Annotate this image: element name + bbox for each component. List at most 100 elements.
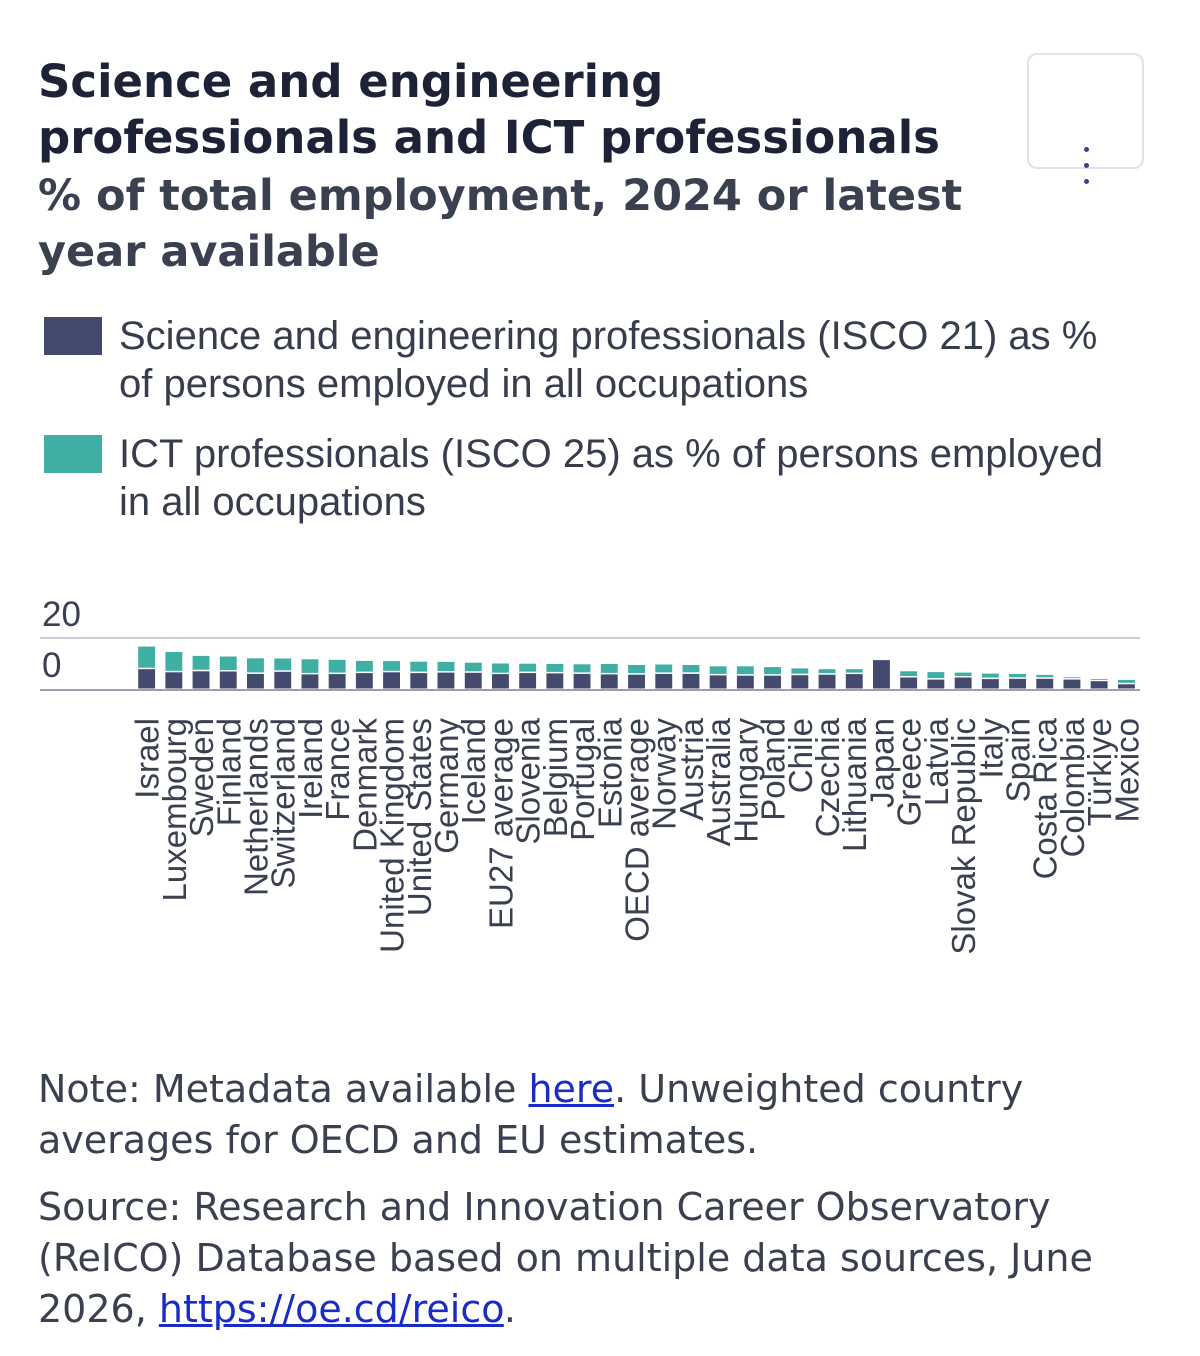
bar-science [981, 679, 999, 689]
x-tick-label: Sweden [183, 718, 220, 837]
bar-science [709, 675, 727, 689]
x-tick-label: Australia [700, 717, 737, 846]
bar-ict [1090, 679, 1108, 680]
x-tick-label: Poland [755, 718, 792, 821]
note-text-end: . Unweighted country averages for OECD a… [38, 1067, 1024, 1162]
bar-ict [1118, 679, 1135, 683]
bar-ict [464, 662, 482, 672]
bar-science [464, 672, 482, 689]
x-tick-label: Japan [863, 718, 900, 808]
x-tick-label: Austria [673, 717, 710, 820]
x-tick-label: Chile [782, 718, 819, 793]
x-tick-label: Iceland [455, 718, 492, 824]
bar-science [791, 675, 809, 689]
x-tick-label: Mexico [1108, 718, 1145, 823]
bar-science [1063, 679, 1081, 689]
metadata-link[interactable]: here [528, 1067, 615, 1111]
bar-ict [192, 655, 210, 670]
x-tick-label: Slovenia [510, 717, 547, 844]
legend-item-science[interactable]: Science and engineering professionals (I… [44, 312, 1144, 408]
bar-ict [410, 661, 428, 672]
bar-ict [927, 672, 945, 679]
legend-swatch-ict [44, 435, 102, 473]
x-tick-label: Estonia [591, 717, 628, 828]
x-tick-label: Spain [1000, 718, 1037, 802]
x-tick-label: Belgium [537, 718, 574, 837]
bar-science [492, 674, 509, 689]
bar-science [736, 675, 754, 689]
chart-source: Source: Research and Innovation Career O… [38, 1182, 1168, 1335]
bar-science [519, 673, 537, 689]
bar-ict [328, 659, 346, 673]
bar-science [219, 671, 237, 689]
x-tick-label: Türkiye [1081, 718, 1118, 826]
bar-science [301, 674, 319, 689]
x-tick-label: Denmark [346, 718, 383, 852]
bar-science [328, 674, 346, 689]
x-tick-label: EU27 average [482, 718, 519, 929]
bar-science [818, 674, 836, 689]
bar-science [437, 672, 455, 689]
x-tick-label: France [319, 718, 356, 821]
bar-ict [764, 667, 781, 675]
x-tick-label: Hungary [727, 718, 764, 843]
bar-ict [383, 661, 400, 671]
more-options-button[interactable] [1027, 53, 1144, 184]
chart-title: Science and engineering professionals an… [38, 55, 940, 164]
x-tick-label: Italy [972, 718, 1009, 779]
bar-science [845, 674, 863, 689]
legend-label-ict: ICT professionals (ISCO 25) as % of pers… [119, 432, 1104, 524]
bar-ict [546, 664, 564, 672]
bar-science [954, 677, 972, 689]
x-tick-label: Slovak Republic [945, 718, 982, 955]
bar-ict [981, 673, 999, 678]
bar-ict [1036, 674, 1054, 678]
y-tick-label: 0 [42, 646, 61, 685]
bar-ict [437, 661, 455, 672]
x-tick-label: Finland [210, 718, 247, 826]
chart-subtitle: % of total employment, 2024 or latest ye… [38, 171, 963, 277]
x-tick-label: Norway [646, 718, 683, 830]
bar-ict [954, 672, 972, 676]
x-tick-label: Germany [428, 718, 465, 854]
more-options-icon [1084, 147, 1089, 152]
x-tick-label: Switzerland [265, 718, 302, 889]
bar-ict [355, 660, 373, 672]
bar-science [138, 669, 156, 689]
bar-science [927, 679, 945, 689]
bar-chart: 20 0 IsraelLuxembourgSwedenFinlandNetherla… [40, 595, 1145, 955]
bar-ict [1063, 677, 1081, 679]
bar-science [600, 674, 618, 689]
bar-science [682, 673, 700, 689]
note-text: Note: Metadata available [38, 1067, 529, 1111]
bar-science [655, 673, 673, 689]
x-tick-label: Czechia [809, 717, 846, 837]
x-tick-label: Luxembourg [156, 718, 193, 901]
bar-science [1009, 678, 1026, 689]
bar-ict [519, 663, 537, 672]
bar-ict [655, 664, 673, 673]
bar-ict [274, 658, 292, 671]
x-tick-label: Lithuania [836, 717, 873, 852]
bar-science [165, 672, 183, 689]
bar-ict [900, 671, 918, 676]
x-tick-label: United Kingdom [374, 718, 411, 953]
legend-item-ict[interactable]: ICT professionals (ISCO 25) as % of pers… [44, 430, 1144, 526]
x-tick-label: Ireland [292, 718, 329, 819]
bar-science [383, 672, 400, 689]
bar-ict [138, 646, 156, 668]
y-tick-label: 20 [42, 595, 81, 634]
more-options-icon-dot [1084, 163, 1089, 168]
x-tick-label: OECD average [619, 718, 656, 942]
bar-ict [709, 666, 727, 674]
legend-swatch-science [44, 317, 102, 355]
bar-ict [628, 665, 645, 674]
bar-ict [736, 666, 754, 675]
chart-legend: Science and engineering professionals (I… [44, 312, 1144, 548]
x-tick-label: Israel [129, 718, 166, 799]
bar-science [900, 677, 918, 689]
x-tick-label: Latvia [918, 717, 955, 806]
bar-ict [600, 664, 618, 673]
x-tick-label: Netherlands [238, 718, 275, 896]
source-link[interactable]: https://oe.cd/reico [158, 1287, 504, 1331]
